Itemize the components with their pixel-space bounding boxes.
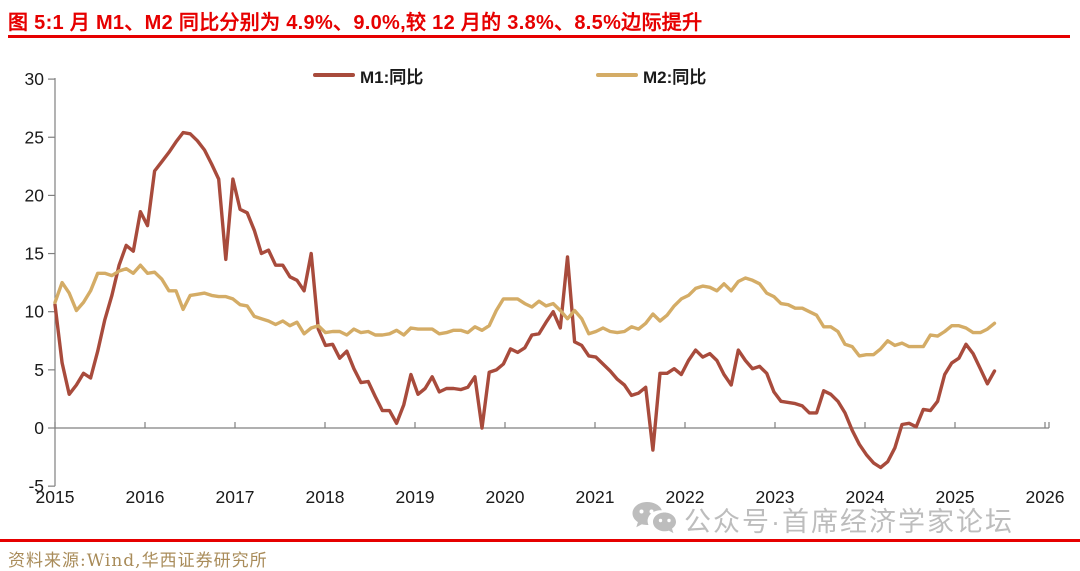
- x-tick-label: 2022: [666, 487, 705, 507]
- watermark: 公众号·首席经济学家论坛: [630, 499, 1014, 539]
- x-tick-label: 2019: [396, 487, 435, 507]
- x-tick-label: 2017: [216, 487, 255, 507]
- x-tick-label: 2018: [306, 487, 345, 507]
- m2-series-line: [53, 263, 997, 358]
- legend-label-m1: M1:同比: [360, 67, 424, 87]
- x-tick-label: 2025: [936, 487, 975, 507]
- legend-label-m2: M2:同比: [643, 67, 707, 87]
- x-tick-label: 2023: [756, 487, 795, 507]
- figure-title: 图 5:1 月 M1、M2 同比分别为 4.9%、9.0%,较 12 月的 3.…: [8, 12, 703, 34]
- title-underline-rule: [8, 35, 1070, 38]
- y-tick-label: 0: [34, 418, 44, 438]
- legend-item-m2: M2:同比: [596, 66, 706, 87]
- m1-series-line: [53, 130, 997, 470]
- y-tick-label: 10: [25, 302, 45, 322]
- x-tick-label: 2024: [846, 487, 885, 507]
- m1-line-swatch: [313, 73, 355, 77]
- y-tick-label: 5: [34, 360, 44, 380]
- x-tick-label: 2021: [576, 487, 615, 507]
- x-tick-label: 2016: [126, 487, 165, 507]
- watermark-text: 公众号·首席经济学家论坛: [684, 506, 1014, 537]
- y-tick-label: 15: [25, 244, 44, 264]
- footer-rule: [0, 539, 1080, 542]
- m2-line-swatch: [596, 73, 638, 77]
- y-tick-label: -5: [28, 476, 44, 496]
- y-tick-label: 30: [25, 69, 45, 89]
- x-tick-label: 2015: [36, 487, 75, 507]
- legend-item-m1: M1:同比: [313, 66, 423, 87]
- source-note: 资料来源:Wind,华西证券研究所: [8, 551, 268, 571]
- x-tick-label: 2026: [1026, 487, 1065, 507]
- wechat-icon: [632, 502, 676, 534]
- x-tick-label: 2020: [486, 487, 525, 507]
- y-tick-label: 25: [25, 127, 44, 147]
- y-tick-label: 20: [25, 185, 45, 205]
